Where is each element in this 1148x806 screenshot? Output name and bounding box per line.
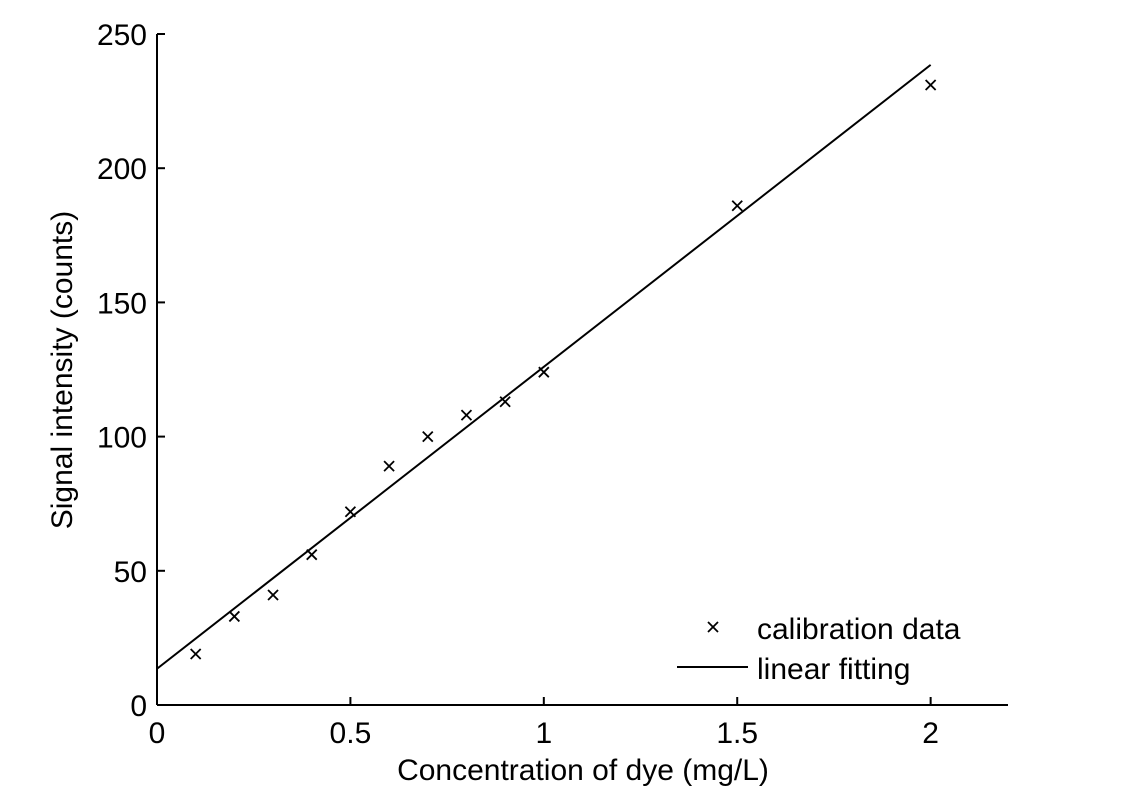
x-ticks: 0 0.5 1 1.5 2: [149, 697, 939, 750]
y-tick-label: 150: [97, 287, 147, 320]
data-point: [460, 409, 473, 421]
data-point: [383, 460, 395, 472]
data-point-stroke: [538, 366, 550, 378]
x-tick-label: 2: [922, 717, 939, 750]
legend-label-calibration-data: calibration data: [757, 613, 961, 646]
data-point-stroke: [344, 506, 357, 518]
data-point: [228, 610, 241, 623]
fit-line: [156, 64, 932, 670]
x-tick-label: 1.5: [716, 717, 758, 750]
y-axis-title: Signal intensity (counts): [46, 211, 79, 530]
legend-marker-stroke: [707, 621, 719, 633]
data-point-stroke: [383, 460, 395, 472]
y-ticks: 0 50 100 150 200 250: [97, 19, 165, 723]
y-tick-label: 0: [130, 690, 147, 723]
data-point-stroke: [190, 648, 202, 660]
data-point-stroke: [924, 79, 937, 91]
data-point-stroke: [460, 409, 473, 421]
x-tick-label: 0.5: [330, 717, 372, 750]
y-tick-label: 250: [97, 19, 147, 52]
data-point-stroke: [306, 549, 318, 561]
legend-label-linear-fitting: linear fitting: [757, 653, 910, 686]
x-axis-title: Concentration of dye (mg/L): [397, 754, 769, 787]
data-point: [924, 79, 937, 91]
series-layer: [156, 64, 937, 670]
data-point: [190, 648, 202, 660]
axes: [156, 34, 1008, 706]
data-point-stroke: [267, 589, 279, 601]
data-point-stroke: [228, 610, 241, 623]
legend: calibration data linear fitting: [677, 613, 961, 686]
y-tick-label: 100: [97, 422, 147, 455]
legend-marker-calibration-data: [707, 621, 719, 633]
data-point-stroke: [422, 430, 434, 443]
x-tick-label: 0: [149, 717, 166, 750]
data-point: [267, 589, 279, 601]
y-tick-label: 50: [114, 556, 147, 589]
y-tick-label: 200: [97, 153, 147, 186]
data-point: [731, 200, 743, 212]
data-point: [422, 430, 434, 443]
x-tick-label: 1: [535, 717, 552, 750]
data-point-stroke: [499, 396, 511, 408]
data-point-stroke: [731, 200, 743, 212]
